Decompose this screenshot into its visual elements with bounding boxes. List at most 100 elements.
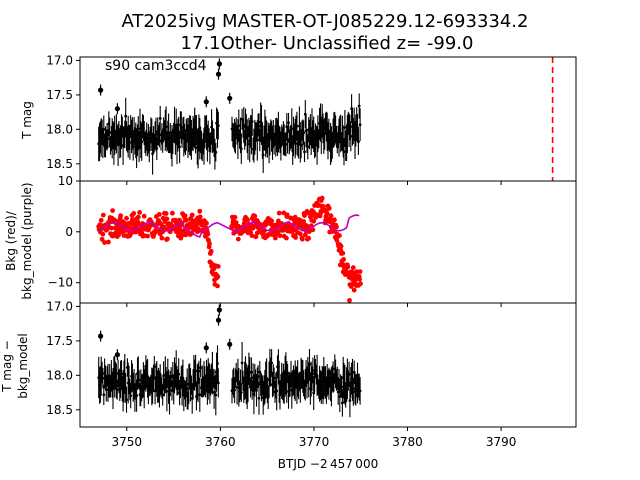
panel3-ylabel-line2: bkg_model <box>16 333 30 399</box>
panel3-data-point <box>101 376 105 380</box>
panel3-data-point <box>239 391 243 394</box>
x-tick-label: 3760 <box>205 435 236 449</box>
panel3-data-point <box>270 361 273 365</box>
panel2-bkg-point <box>182 213 188 219</box>
panel2-bkg-point <box>135 214 141 220</box>
panel3-data-point <box>197 369 201 373</box>
panel2-bkg-point <box>102 240 107 245</box>
panel1-frame <box>79 56 577 182</box>
panel2-bkg-point <box>141 213 147 219</box>
panel3-data-point <box>216 362 219 365</box>
panel3-data-point <box>250 370 253 374</box>
panel2-bkg-point <box>269 218 274 224</box>
panel2-bkg-model-line <box>98 214 360 238</box>
panel3-ytick-label: 18.0 <box>46 368 73 382</box>
panel3-data-point <box>256 375 260 378</box>
panel2-bkg-point <box>277 233 283 239</box>
panel3-outlier-point <box>227 341 233 347</box>
panel1-data-point <box>295 124 299 128</box>
x-axis-label: BTJD −2 457 000 <box>278 457 378 471</box>
panel3-data-point <box>308 362 311 366</box>
panel1-data-point <box>306 145 310 149</box>
panel2-bkg-point <box>197 214 203 220</box>
panel1-data-point <box>284 142 288 146</box>
panel1-data-point <box>239 147 243 151</box>
panel1-data-point <box>234 136 237 140</box>
panel3-data-point <box>286 371 289 375</box>
panel1-data-point <box>158 117 162 120</box>
panel2-ytick-label: 0 <box>65 225 73 239</box>
panel2-bkg-point <box>324 211 330 217</box>
panel2-bkg-point <box>302 232 308 238</box>
panel2-bkg-point <box>245 217 251 223</box>
panel1-ytick-label: 18.5 <box>46 157 73 171</box>
panel3-data-point <box>125 398 128 401</box>
panel1-data-point <box>237 124 241 128</box>
panel2-bkg-point <box>131 211 137 216</box>
panel3-data-point <box>165 389 169 393</box>
panel2-bkg-point <box>208 248 214 254</box>
panel3-data-point <box>358 389 362 393</box>
panel2-bkg-point <box>351 287 357 293</box>
panel3-data-point <box>152 377 155 380</box>
panel1-data-point <box>250 120 254 123</box>
panel3-outlier-point <box>114 352 120 358</box>
panel3-outlier-point <box>215 317 222 323</box>
panel3-data-point <box>177 372 181 376</box>
panel2-bkg-point <box>300 236 305 242</box>
panel1-outlier-point <box>114 106 120 112</box>
panel3-data-point <box>129 394 133 397</box>
panel3-data-point <box>214 393 218 397</box>
panel2-bkg-point <box>306 235 312 241</box>
panel2-bkg-point <box>273 235 278 241</box>
panel2-frame <box>79 180 577 304</box>
panel2-bkg-point <box>178 235 184 241</box>
panel3-data-point <box>312 391 316 395</box>
panel2-bkg-point <box>338 243 344 249</box>
sector-camera-annotation: s90 cam3ccd4 <box>105 58 207 74</box>
panel2-bkg-point <box>170 210 175 216</box>
panel1-data-point <box>302 131 305 135</box>
panel2-bkg-point <box>302 213 307 219</box>
panel2-bkg-point <box>135 219 141 225</box>
panel3-data-point <box>233 388 237 392</box>
panel3-data-point <box>185 387 189 391</box>
panel2-bkg-point <box>189 212 195 218</box>
panel1-data-point <box>358 123 362 127</box>
panel2-bkg-point <box>159 235 165 241</box>
panel1-data-point <box>261 153 265 157</box>
panel2-bkg-point <box>354 269 360 275</box>
panel1-data-point <box>286 138 289 142</box>
panel1-data-point <box>180 137 184 140</box>
panel1-outlier-point <box>98 87 104 93</box>
panel3-data-point <box>199 366 203 370</box>
panel2-ytick-label: −10 <box>48 276 73 290</box>
panel3-data-point <box>152 365 156 368</box>
panel3-ylabel-line1: T mag − <box>0 340 14 393</box>
panel2-bkg-point <box>284 235 289 241</box>
panel1-data-point <box>164 125 168 129</box>
panel1-data-point <box>255 139 259 142</box>
panel2-bkg-point <box>165 236 170 242</box>
panel3-data-point <box>133 396 137 400</box>
panel1-data-point <box>349 134 353 138</box>
panel3-data-point <box>196 381 200 384</box>
panel1-data-point <box>131 145 135 149</box>
panel2-bkg-point <box>215 274 221 280</box>
panel2-bkg-point <box>326 205 332 211</box>
panel2-bkg-point <box>347 298 352 303</box>
panel3-outlier-point <box>98 333 104 339</box>
panel2-bkg-point <box>328 213 334 219</box>
panel1-data-point <box>124 114 128 118</box>
panel3-data-point <box>161 393 165 397</box>
panel3-data-point <box>272 376 276 380</box>
panel2-ylabel-line2: bkg_model (purple) <box>20 182 34 299</box>
panel3-ytick-label: 17.0 <box>46 299 73 313</box>
panel3-data-point <box>137 378 141 382</box>
panel3-data-point <box>340 385 343 389</box>
panel2-ylabel-line1: Bkg (red)/ <box>4 210 18 271</box>
panel1-outlier-point <box>216 61 222 67</box>
panel2-bkg-point <box>284 212 290 218</box>
panel2-bkg-point <box>100 231 106 237</box>
